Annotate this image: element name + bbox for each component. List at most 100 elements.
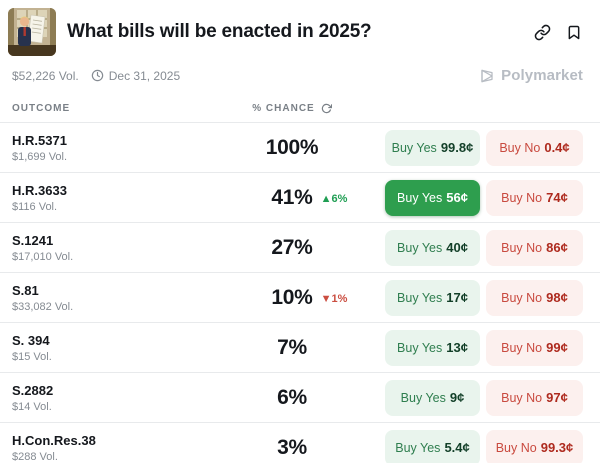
total-volume: $52,226 Vol. [12,68,79,83]
link-icon [534,24,551,40]
chance-cell: 10% ▼1% [237,286,347,310]
outcome-name: S.1241 [12,232,54,248]
chance-cell: 7% [237,336,347,360]
trade-buttons: Buy Yes 13¢ Buy No 99¢ [385,329,583,366]
outcome-cell: S.81 $33,082 Vol. [12,283,237,313]
outcome-row[interactable]: S.1241 $17,010 Vol. 27% Buy Yes 40¢ Buy … [0,223,600,273]
polymarket-brand-link[interactable]: Polymarket [479,67,583,84]
buy-yes-price: 56¢ [446,190,468,205]
buy-yes-label: Buy Yes [391,140,437,155]
buy-no-price: 86¢ [546,240,568,255]
outcome-cell: S. 394 $15 Vol. [12,333,237,363]
buy-no-button[interactable]: Buy No 99¢ [486,329,583,366]
chance-value: 3% [277,435,307,459]
buy-yes-button[interactable]: Buy Yes 9¢ [385,379,480,416]
outcome-name: H.R.3633 [12,182,67,198]
trade-buttons: Buy Yes 17¢ Buy No 98¢ [385,279,583,316]
outcome-name: H.Con.Res.38 [12,432,96,448]
page-title: What bills will be enacted in 2025? [67,21,372,42]
outcome-volume: $288 Vol. [12,450,58,463]
buy-no-label: Buy No [501,390,543,405]
bookmark-button[interactable] [566,24,582,41]
chance-value: 41% [271,185,313,209]
outcome-volume: $116 Vol. [12,200,58,213]
chance-cell: 3% [237,436,347,460]
buy-yes-price: 13¢ [446,340,468,355]
outcome-cell: S.2882 $14 Vol. [12,383,237,413]
buy-no-button[interactable]: Buy No 74¢ [486,179,583,216]
chance-value: 6% [277,385,307,409]
buy-yes-button[interactable]: Buy Yes 99.8¢ [385,129,480,166]
buy-no-price: 99.3¢ [540,440,574,455]
chance-header-label: % CHANCE [252,103,315,114]
buy-no-button[interactable]: Buy No 86¢ [486,229,583,266]
refresh-icon [321,103,332,114]
refresh-button[interactable] [321,103,332,114]
outcome-volume: $17,010 Vol. [12,250,74,263]
buy-no-label: Buy No [501,340,543,355]
outcome-row[interactable]: S.2882 $14 Vol. 6% Buy Yes 9¢ Buy No 97¢ [0,373,600,423]
buy-yes-price: 17¢ [446,290,468,305]
buy-yes-label: Buy Yes [400,390,446,405]
buy-yes-button[interactable]: Buy Yes 13¢ [385,329,480,366]
outcome-volume: $15 Vol. [12,350,52,363]
buy-no-label: Buy No [501,290,543,305]
buy-no-button[interactable]: Buy No 97¢ [486,379,583,416]
bill-signing-photo [8,8,56,56]
clock-icon [91,69,104,82]
outcome-row[interactable]: H.R.5371 $1,699 Vol. 100% Buy Yes 99.8¢ … [0,123,600,173]
outcome-row[interactable]: H.Con.Res.38 $288 Vol. 3% Buy Yes 5.4¢ B… [0,423,600,463]
bookmark-icon [568,25,580,39]
outcome-volume: $33,082 Vol. [12,300,74,313]
chance-value: 10% [271,285,313,309]
buy-yes-price: 9¢ [449,390,465,405]
end-date: Dec 31, 2025 [108,68,181,83]
buy-yes-button[interactable]: Buy Yes 5.4¢ [385,429,480,463]
buy-no-button[interactable]: Buy No 0.4¢ [486,129,583,166]
buy-yes-price: 5.4¢ [444,440,470,455]
buy-no-price: 74¢ [546,190,568,205]
outcome-name: S.2882 [12,382,54,398]
copy-link-button[interactable] [534,24,551,41]
outcome-row[interactable]: S. 394 $15 Vol. 7% Buy Yes 13¢ Buy No 99… [0,323,600,373]
buy-yes-button[interactable]: Buy Yes 17¢ [385,279,480,316]
trade-buttons: Buy Yes 9¢ Buy No 97¢ [385,379,583,416]
buy-yes-button[interactable]: Buy Yes 40¢ [385,229,480,266]
buy-no-button[interactable]: Buy No 99.3¢ [486,429,583,463]
chance-change: ▼1% [320,292,348,305]
buy-no-price: 99¢ [546,340,568,355]
buy-yes-label: Buy Yes [397,190,443,205]
outcome-cell: H.R.5371 $1,699 Vol. [12,133,237,163]
trade-buttons: Buy Yes 56¢ Buy No 74¢ [385,179,583,216]
outcome-cell: H.R.3633 $116 Vol. [12,183,237,213]
buy-no-label: Buy No [495,440,537,455]
buy-yes-button[interactable]: Buy Yes 56¢ [385,179,480,216]
market-header: What bills will be enacted in 2025? [0,0,600,56]
outcome-row[interactable]: H.R.3633 $116 Vol. 41% ▲6% Buy Yes 56¢ B… [0,173,600,223]
trade-buttons: Buy Yes 5.4¢ Buy No 99.3¢ [385,429,583,463]
buy-yes-price: 40¢ [446,240,468,255]
buy-no-label: Buy No [501,240,543,255]
trade-buttons: Buy Yes 40¢ Buy No 86¢ [385,229,583,266]
chance-column-header: % CHANCE [237,103,347,114]
buy-no-price: 98¢ [546,290,568,305]
trade-buttons: Buy Yes 99.8¢ Buy No 0.4¢ [385,129,583,166]
chance-value: 7% [277,335,307,359]
buy-yes-label: Buy Yes [395,440,441,455]
chance-cell: 27% [237,236,347,260]
outcome-column-header: OUTCOME [12,103,71,114]
chance-change: ▲6% [320,192,348,205]
buy-no-price: 0.4¢ [544,140,570,155]
chance-cell: 41% ▲6% [237,186,347,210]
table-header: OUTCOME % CHANCE [0,84,600,123]
outcome-row[interactable]: S.81 $33,082 Vol. 10% ▼1% Buy Yes 17¢ Bu… [0,273,600,323]
chance-value: 100% [265,135,319,159]
buy-yes-price: 99.8¢ [440,140,474,155]
chance-cell: 6% [237,386,347,410]
outcome-name: S.81 [12,282,39,298]
buy-no-button[interactable]: Buy No 98¢ [486,279,583,316]
outcome-volume: $14 Vol. [12,400,52,413]
chance-value: 27% [271,235,313,259]
header-actions [534,24,582,41]
